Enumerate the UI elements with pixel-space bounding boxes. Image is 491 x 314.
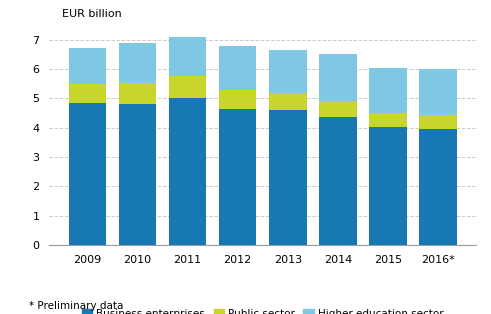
Bar — [319, 101, 356, 117]
Bar — [419, 69, 457, 115]
Text: EUR billion: EUR billion — [62, 9, 122, 19]
Bar — [269, 110, 306, 245]
Bar — [269, 93, 306, 110]
Bar — [369, 68, 407, 113]
Bar — [369, 113, 407, 127]
Bar — [319, 117, 356, 245]
Bar — [369, 127, 407, 245]
Bar — [219, 109, 256, 245]
Bar — [119, 83, 156, 104]
Bar — [119, 43, 156, 83]
Bar — [169, 98, 206, 245]
Bar — [419, 129, 457, 245]
Bar — [219, 89, 256, 109]
Bar — [69, 84, 106, 103]
Bar — [69, 48, 106, 84]
Text: * Preliminary data: * Preliminary data — [29, 301, 124, 311]
Bar — [419, 115, 457, 129]
Bar — [69, 103, 106, 245]
Legend: Business enterprises, Public sector, Higher education sector: Business enterprises, Public sector, Hig… — [78, 305, 448, 314]
Bar — [219, 46, 256, 89]
Bar — [319, 54, 356, 101]
Bar — [269, 50, 306, 93]
Bar — [169, 76, 206, 98]
Bar — [119, 104, 156, 245]
Bar — [169, 37, 206, 76]
